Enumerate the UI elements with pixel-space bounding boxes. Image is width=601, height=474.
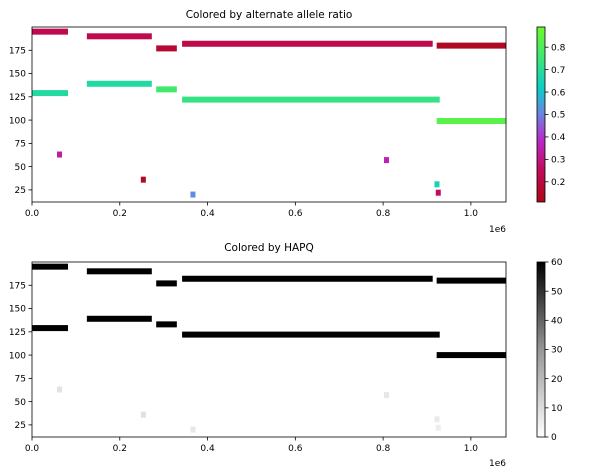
- colorbar-tick-label: 40: [551, 317, 563, 327]
- x-tick-label: 0.0: [25, 209, 40, 219]
- y-tick-label: 50: [15, 398, 27, 408]
- colorbar: [537, 262, 545, 437]
- y-tick-label: 100: [9, 351, 26, 361]
- data-segment: [86, 33, 152, 40]
- data-segment: [156, 280, 177, 287]
- y-tick-label: 25: [15, 186, 26, 196]
- y-tick-label: 75: [15, 375, 26, 385]
- data-segment: [435, 189, 441, 196]
- data-segment: [32, 325, 68, 332]
- colorbar-tick-label: 60: [551, 258, 563, 268]
- colorbar-tick-label: 0.4: [551, 133, 566, 143]
- data-segment: [140, 176, 146, 183]
- colorbar: [537, 27, 545, 202]
- data-segment: [436, 352, 506, 359]
- plot-frame: [31, 261, 507, 438]
- plot-frame: [31, 26, 507, 203]
- data-segment: [32, 28, 68, 35]
- colorbar-tick-label: 0.6: [551, 88, 566, 98]
- data-segment: [182, 96, 440, 103]
- x-tick-label: 0.6: [288, 209, 303, 219]
- chart-title: Colored by HAPQ: [224, 242, 314, 254]
- data-segment: [32, 263, 68, 270]
- data-segment: [436, 118, 506, 125]
- y-tick-label: 150: [9, 70, 26, 80]
- x-tick-label: 0.2: [113, 209, 127, 219]
- y-tick-label: 150: [9, 305, 26, 315]
- data-segment: [190, 191, 196, 198]
- data-segment: [436, 42, 506, 49]
- y-tick-label: 75: [15, 140, 26, 150]
- colorbar-tick-label: 0: [551, 433, 557, 443]
- data-layer: [32, 263, 506, 433]
- colorbar-tick-label: 10: [551, 404, 563, 414]
- x-tick-label: 0.4: [200, 444, 215, 454]
- x-tick-label: 0.8: [376, 444, 391, 454]
- colorbar-tick-label: 0.2: [551, 178, 565, 188]
- x-offset-label: 1e6: [489, 225, 506, 235]
- y-tick-label: 175: [9, 281, 26, 291]
- x-tick-label: 0.0: [25, 444, 40, 454]
- data-segment: [435, 424, 441, 431]
- data-segment: [182, 40, 433, 47]
- data-segment: [434, 181, 440, 188]
- y-tick-label: 125: [9, 328, 26, 338]
- x-tick-label: 0.6: [288, 444, 303, 454]
- data-segment: [434, 416, 440, 423]
- x-tick-label: 1.0: [464, 444, 479, 454]
- data-segment: [86, 80, 152, 87]
- y-tick-label: 100: [9, 116, 26, 126]
- x-tick-label: 0.2: [113, 444, 127, 454]
- colorbar-tick-label: 0.7: [551, 66, 565, 76]
- data-segment: [57, 151, 63, 158]
- data-segment: [156, 45, 177, 52]
- data-segment: [140, 411, 146, 418]
- data-segment: [383, 157, 389, 164]
- data-segment: [86, 268, 152, 275]
- data-segment: [156, 86, 177, 93]
- x-offset-label: 1e6: [489, 459, 506, 469]
- x-tick-label: 1.0: [464, 209, 479, 219]
- x-tick-label: 0.4: [200, 209, 215, 219]
- y-tick-label: 50: [15, 163, 27, 173]
- data-segment: [190, 426, 196, 433]
- y-tick-label: 175: [9, 46, 26, 56]
- y-tick-label: 25: [15, 421, 26, 431]
- chart-title: Colored by alternate allele ratio: [186, 9, 353, 21]
- x-tick-label: 0.8: [376, 209, 391, 219]
- colorbar-tick-label: 30: [551, 346, 563, 356]
- colorbar-tick-label: 0.8: [551, 43, 566, 53]
- data-segment: [32, 90, 68, 97]
- data-segment: [182, 331, 440, 338]
- data-segment: [86, 315, 152, 322]
- colorbar-tick-label: 0.3: [551, 156, 565, 166]
- colorbar-tick-label: 20: [551, 375, 563, 385]
- colorbar-tick-label: 0.5: [551, 111, 565, 121]
- data-segment: [436, 277, 506, 284]
- data-segment: [182, 275, 433, 282]
- data-segment: [383, 392, 389, 399]
- data-segment: [156, 321, 177, 328]
- colorbar-tick-label: 50: [551, 287, 563, 297]
- y-tick-label: 125: [9, 93, 26, 103]
- data-segment: [57, 386, 63, 393]
- data-layer: [32, 28, 506, 198]
